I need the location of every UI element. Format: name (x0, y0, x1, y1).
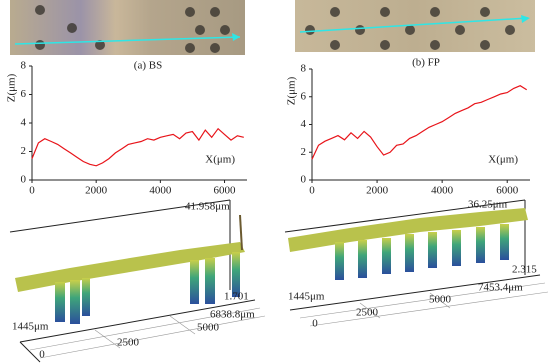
surface-x-tick: 0 (312, 318, 318, 330)
surface-x-tick: 2500 (356, 307, 379, 319)
x-tick-label: 2000 (85, 185, 108, 197)
x-axis-label: X(μm) (488, 154, 518, 166)
surface-x-tick: 2500 (117, 337, 140, 349)
y-tick-label: 2 (21, 145, 27, 157)
surface-x-tick: 0 (39, 349, 45, 361)
x-tick-label: 6000 (496, 185, 519, 197)
data-line (31, 127, 244, 167)
surface-label: 36.25μm (468, 199, 508, 211)
x-tick-label: 4000 (431, 185, 454, 197)
y-tick-label: 0 (21, 174, 27, 186)
y-tick-label: 6 (301, 90, 307, 102)
surface-label: 1445μm (12, 321, 49, 333)
surface-label: 41.958μm (185, 201, 230, 213)
surface-x-tick: 5000 (197, 322, 220, 334)
x-tick-label: 0 (309, 185, 315, 197)
x-tick-label: 4000 (149, 185, 172, 197)
surface-plot-fp (284, 199, 549, 327)
photo-fp (295, 0, 535, 52)
y-tick-label: 6 (21, 88, 27, 100)
chart-title: (a) BS (134, 60, 162, 72)
surface-plot-bs (9, 199, 266, 363)
y-axis-label: Z(μm) (6, 73, 18, 102)
surface-label: 1445μm (288, 291, 325, 303)
x-tick-label: 0 (29, 185, 35, 197)
photo-bs (10, 0, 245, 55)
y-tick-label: 0 (301, 174, 307, 186)
y-tick-label: 4 (21, 117, 27, 129)
x-axis-label: X(μm) (205, 154, 235, 166)
y-tick-label: 8 (301, 63, 307, 75)
surface-label: 6838.8μm (210, 309, 255, 321)
surface-label: 7453.4μm (478, 282, 523, 294)
x-tick-label: 6000 (214, 185, 237, 197)
chart-title: (b) FP (412, 57, 440, 69)
y-tick-label: 8 (21, 60, 27, 72)
data-line (311, 85, 528, 160)
y-tick-label: 2 (301, 146, 307, 158)
y-tick-label: 4 (301, 118, 307, 130)
x-tick-label: 2000 (366, 185, 389, 197)
surface-x-tick: 5000 (429, 294, 452, 306)
surface-label: 2.315 (512, 264, 537, 276)
y-axis-label: Z(μm) (286, 76, 298, 105)
surface-label: 1.701 (224, 291, 249, 303)
